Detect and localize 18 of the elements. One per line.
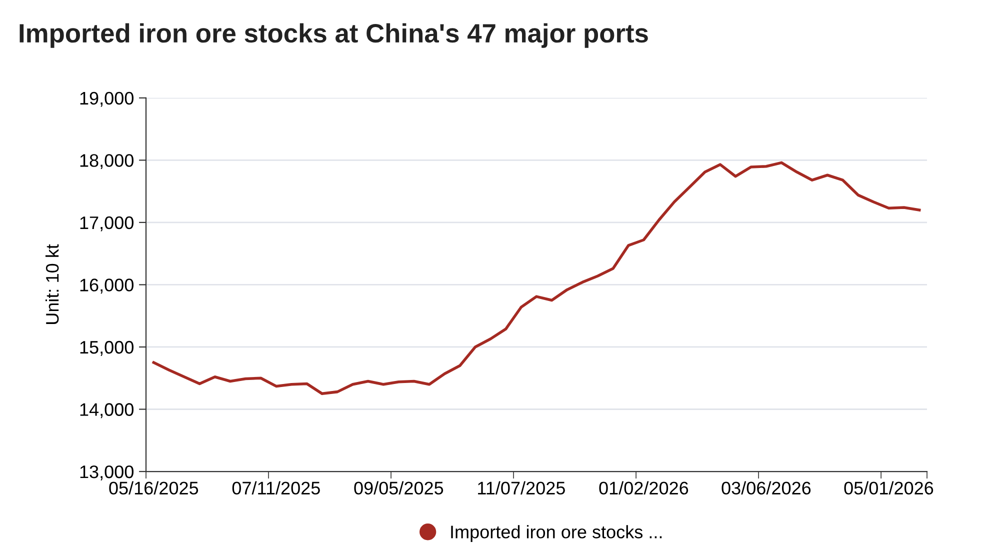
- x-tick-label: 05/01/2026: [844, 481, 934, 494]
- y-tick-label: 16,000: [80, 278, 134, 294]
- y-axis-title: Unit: 10 kt: [45, 244, 59, 324]
- x-tick-label: 03/06/2026: [722, 481, 811, 494]
- y-tick-label: 17,000: [80, 216, 134, 232]
- chart-title: Imported iron ore stocks at China's 47 major ports: [20, 23, 648, 48]
- legend-label: Imported iron ore stocks ...: [451, 525, 662, 542]
- y-tick-label: 18,000: [80, 154, 134, 170]
- x-tick-label: 09/05/2025: [354, 481, 444, 494]
- x-tick-label: 11/07/2025: [478, 481, 565, 494]
- y-tick-label: 14,000: [80, 403, 134, 418]
- x-tick-label: 01/02/2026: [599, 481, 688, 494]
- line-series: [152, 161, 921, 396]
- y-tick-label: 15,000: [80, 340, 134, 356]
- x-tick-label: 05/16/2025: [109, 481, 198, 494]
- y-tick-label: 19,000: [80, 92, 134, 107]
- x-tick-label: 07/11/2025: [232, 481, 320, 494]
- y-tick-label: 13,000: [80, 465, 134, 480]
